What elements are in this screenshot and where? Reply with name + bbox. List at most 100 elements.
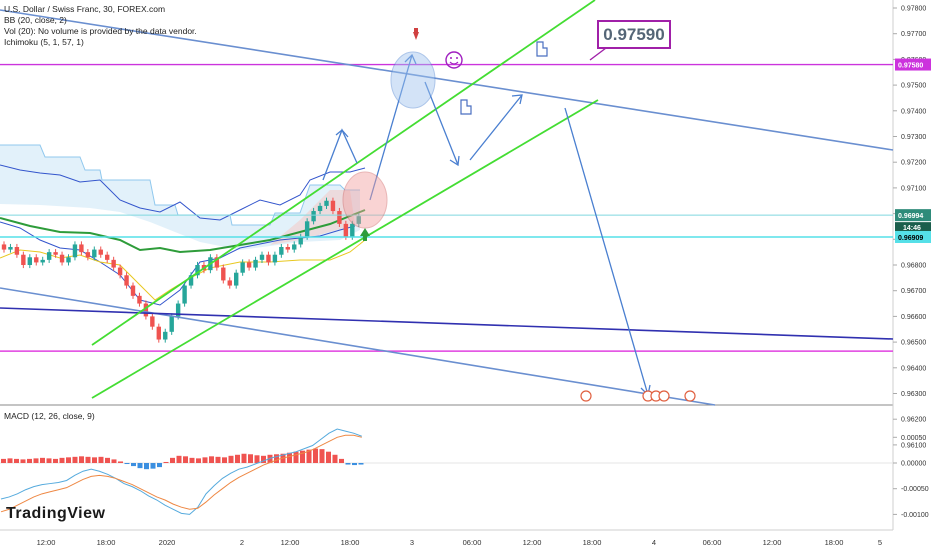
- y-tick-label: 0.97200: [901, 160, 926, 167]
- macd-bar: [1, 458, 6, 463]
- macd-bar: [79, 456, 84, 463]
- candle-body: [221, 267, 226, 281]
- price-label-current-bg: [895, 209, 931, 222]
- candle-body: [188, 275, 194, 286]
- legend: U.S. Dollar / Swiss Franc, 30, FOREX.com…: [4, 4, 197, 48]
- x-tick-label: 18:00: [825, 538, 844, 547]
- candle-body: [343, 223, 349, 237]
- macd-bar: [66, 457, 71, 463]
- x-tick-label: 2: [240, 538, 244, 547]
- smiley-eye-left: [450, 57, 452, 59]
- macd-bar: [53, 458, 58, 463]
- event-icon-flag: [580, 390, 592, 402]
- candle-body: [317, 205, 323, 212]
- y-tick-label: 0.97500: [901, 83, 926, 90]
- macd-bar: [287, 452, 292, 463]
- x-tick-label: 12:00: [763, 538, 782, 547]
- y-tick-label: 0.96300: [901, 391, 926, 398]
- candle-body: [156, 326, 161, 340]
- y-tick-label: 0.96400: [901, 365, 926, 372]
- channel-lower: [91, 99, 599, 399]
- candle-body: [111, 259, 116, 268]
- x-tick-label: 18:00: [97, 538, 116, 547]
- candle-body: [279, 247, 284, 255]
- x-tick-label: 18:00: [341, 538, 360, 547]
- macd-bar: [319, 449, 325, 463]
- candle-body: [272, 254, 278, 263]
- candle-body: [169, 316, 174, 332]
- y-tick-label: 0.96500: [901, 340, 926, 347]
- macd-bar: [293, 451, 299, 463]
- candle-body: [214, 257, 220, 268]
- price-label-current: 0.96994: [898, 213, 923, 220]
- projection-arrow-3: [424, 81, 459, 166]
- candle-body: [66, 257, 71, 263]
- macd-bar: [163, 461, 169, 463]
- macd-y-tick-label: 0.00050: [901, 435, 926, 442]
- candle-body: [253, 259, 258, 268]
- arrowhead-2: [404, 53, 417, 65]
- candle-body: [298, 236, 303, 245]
- event-icon-us-4: [684, 390, 696, 402]
- countdown-bg: [895, 222, 931, 234]
- candle-body: [98, 249, 103, 255]
- legend-title: U.S. Dollar / Swiss Franc, 30, FOREX.com: [4, 4, 166, 14]
- candle-body: [85, 252, 91, 258]
- macd-bar: [131, 463, 136, 467]
- candle-body: [163, 331, 168, 340]
- arrowhead-4: [511, 94, 523, 105]
- y-tick-label: 0.96800: [901, 263, 926, 270]
- x-tick-label: 12:00: [281, 538, 300, 547]
- macd-bar: [313, 448, 318, 463]
- price-label-resistance-bg: [895, 58, 931, 71]
- macd-bar: [111, 459, 117, 463]
- bb-upper: [0, 164, 366, 221]
- y-tick-label: 0.97400: [901, 108, 926, 115]
- macd-bar: [105, 457, 110, 463]
- macd-bar: [150, 463, 156, 469]
- candle-body: [53, 252, 58, 255]
- y-tick-label: 0.97800: [901, 6, 926, 13]
- macd-y-tick-label: -0.00100: [901, 512, 929, 519]
- candle-body: [246, 262, 252, 268]
- macd-histogram: [1, 448, 364, 470]
- signal-line: [0, 434, 362, 513]
- macd-bar: [222, 457, 227, 463]
- candle-body: [34, 257, 39, 263]
- macd-bar: [228, 455, 234, 463]
- y-tick-label: 0.96600: [901, 314, 926, 321]
- candle-body: [337, 211, 342, 224]
- macd-line: [0, 428, 362, 515]
- candle-body: [105, 254, 110, 260]
- y-tick-label: 0.96100: [901, 442, 926, 449]
- macd-legend: MACD (12, 26, close, 9): [4, 411, 95, 421]
- macd-bar: [20, 459, 26, 463]
- macd-bar: [235, 454, 240, 463]
- candle-body: [292, 244, 297, 250]
- macd-bar: [248, 454, 253, 463]
- x-tick-label: 06:00: [463, 538, 482, 547]
- entry-ellipse: [342, 171, 388, 229]
- ichimoku-base: [0, 209, 366, 254]
- candle-body: [304, 221, 310, 237]
- candle-body: [40, 259, 45, 263]
- x-tick-label: 3: [410, 538, 414, 547]
- macd-bar: [339, 458, 344, 463]
- macd-bar: [183, 456, 188, 463]
- candle-body: [8, 247, 13, 250]
- macd-bar: [209, 456, 214, 463]
- macd-bar: [124, 463, 130, 465]
- macd-bar: [14, 458, 19, 463]
- macd-bar: [176, 455, 182, 463]
- navy-trendline: [0, 307, 894, 340]
- y-tick-label: 0.97100: [901, 185, 926, 192]
- projection-arrow-5: [564, 107, 649, 396]
- candle-body: [311, 211, 316, 222]
- ichimoku-lagging: [0, 239, 366, 301]
- up-arrow-marker: [360, 228, 370, 236]
- macd-bar: [137, 463, 143, 469]
- descending-trendline-upper: [0, 9, 894, 151]
- arrowhead-1: [335, 129, 349, 138]
